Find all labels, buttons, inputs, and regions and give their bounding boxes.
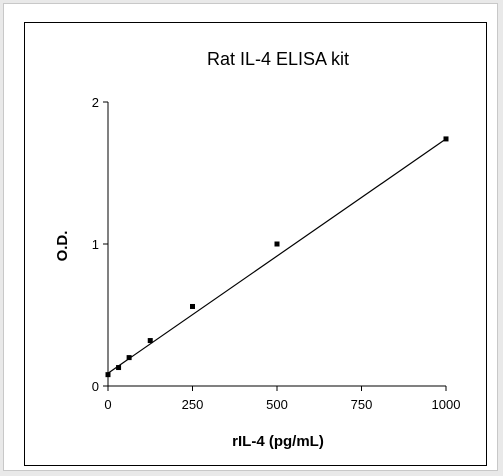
- data-point: [116, 365, 122, 371]
- standard-curve-line: [107, 138, 447, 374]
- plot-area: 0 250 500 750 1000 0 1 2: [92, 95, 461, 412]
- x-tick-label: 1000: [432, 397, 461, 412]
- y-tick-label: 2: [92, 95, 99, 110]
- chart-title: Rat IL-4 ELISA kit: [207, 49, 349, 69]
- x-tick-label: 750: [351, 397, 373, 412]
- y-tick-label: 1: [92, 237, 99, 252]
- chart-panel: [24, 22, 487, 466]
- y-axis-label: O.D.: [54, 231, 71, 262]
- x-axis-label: rIL-4 (pg/mL): [232, 433, 324, 450]
- chart-frame: [3, 3, 498, 471]
- x-tick-label: 250: [182, 397, 204, 412]
- y-tick-label: 0: [92, 379, 99, 394]
- x-tick-label: 0: [104, 397, 111, 412]
- data-point: [190, 303, 195, 309]
- data-point: [105, 372, 111, 378]
- x-tick-label: 500: [266, 397, 288, 412]
- data-point: [147, 338, 153, 344]
- data-point: [126, 355, 132, 361]
- data-point: [274, 241, 280, 247]
- data-point: [443, 136, 449, 142]
